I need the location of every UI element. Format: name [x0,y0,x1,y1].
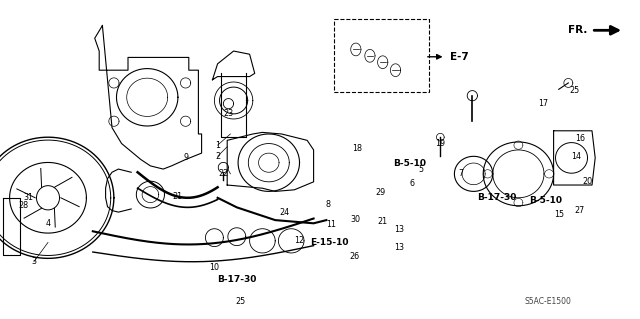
Text: 1: 1 [215,141,220,150]
Text: 16: 16 [575,134,586,143]
Text: 21: 21 [173,192,183,201]
Text: 19: 19 [435,139,445,148]
Text: 25: 25 [570,86,580,95]
Text: 18: 18 [352,144,362,153]
Text: 15: 15 [554,210,564,219]
Bar [334,19,429,92]
Text: 30: 30 [350,215,360,224]
Text: 4: 4 [45,219,51,228]
Text: E-7: E-7 [450,52,469,62]
Text: 10: 10 [209,263,220,272]
Text: B-5-10: B-5-10 [393,159,426,168]
Text: FR.: FR. [568,25,587,35]
Text: S5AC-E1500: S5AC-E1500 [525,297,572,306]
Text: 28: 28 [19,201,29,210]
Text: 26: 26 [349,252,360,261]
Text: 3: 3 [31,257,36,266]
Text: 5: 5 [419,165,424,174]
Text: B-5-10: B-5-10 [529,196,562,205]
Text: 25: 25 [236,297,246,306]
Text: 2: 2 [215,152,220,161]
Text: 13: 13 [394,243,404,252]
Text: 17: 17 [538,99,548,108]
Text: 13: 13 [394,225,404,234]
Text: 20: 20 [582,177,593,186]
Text: 8: 8 [325,200,330,209]
Text: 22: 22 [218,169,228,178]
Text: 24: 24 [280,208,290,217]
Text: B-17-30: B-17-30 [217,275,257,284]
Text: 6: 6 [409,179,414,188]
Text: 21: 21 [378,217,388,226]
Text: 7: 7 [458,169,463,178]
Text: 14: 14 [571,152,581,161]
Text: 27: 27 [574,206,584,215]
Text: E-15-10: E-15-10 [310,238,348,247]
Text: B-17-30: B-17-30 [477,193,517,202]
Text: 9: 9 [183,153,188,162]
Text: 29: 29 [376,188,386,197]
Text: 31: 31 [24,193,34,202]
Text: 23: 23 [223,109,234,118]
Text: 11: 11 [326,220,337,229]
Text: 12: 12 [294,236,305,245]
